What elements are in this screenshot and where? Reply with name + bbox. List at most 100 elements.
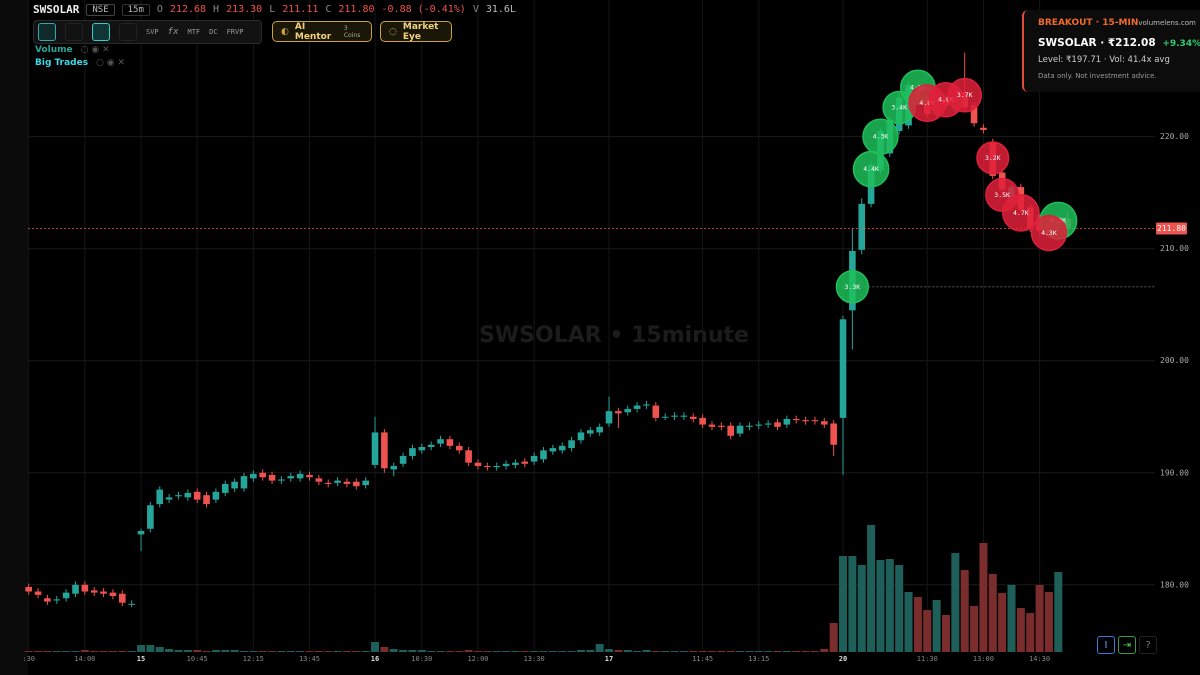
x-tick-label: 15 — [137, 655, 145, 663]
big-trade-bubble — [1002, 194, 1040, 232]
tool[interactable]: FRVP — [226, 28, 244, 36]
x-tick-label: 14:30 — [1029, 655, 1050, 663]
candle-body — [362, 480, 369, 486]
candle-body — [465, 450, 472, 463]
icon: ◌ — [389, 26, 397, 37]
candle-body — [830, 423, 837, 445]
volume-bar — [1026, 613, 1035, 652]
y-tick-label: 180.00 — [1160, 580, 1189, 589]
candle-body — [100, 591, 107, 594]
x-tick-label: 13:15 — [748, 655, 769, 663]
ohlc-key: H — [213, 4, 220, 15]
tool[interactable]: fx — [167, 27, 179, 37]
candle-body — [156, 489, 164, 505]
candle-body — [736, 425, 744, 434]
candle-body — [371, 432, 379, 465]
volume-bar — [558, 651, 567, 652]
volume-bar — [174, 650, 183, 652]
candle-body — [137, 531, 145, 535]
tool-icon[interactable] — [119, 23, 137, 41]
x-tick-label: 20 — [839, 655, 847, 663]
cursor-button[interactable]: I — [1097, 636, 1115, 654]
candle-body — [577, 432, 585, 441]
candle-body — [109, 592, 117, 596]
tool[interactable]: DC — [209, 28, 218, 36]
volume-bar — [296, 651, 305, 652]
candle-body — [306, 474, 313, 478]
volume-bar — [726, 651, 735, 652]
indicator: Big Trades — [35, 58, 89, 68]
volume-bar — [352, 651, 361, 652]
alert-tag-row: BREAKOUT · 15-MINvolumelens.com — [1038, 18, 1200, 28]
volume-bar — [277, 651, 286, 652]
volume-bar — [567, 651, 576, 652]
volume-bar — [427, 651, 436, 652]
volume-bar — [455, 651, 464, 652]
volume-bar — [707, 651, 716, 652]
x-tick-label: 17 — [605, 655, 613, 663]
candle-body — [755, 424, 763, 426]
tool-icon[interactable] — [65, 23, 83, 41]
volume-bar — [146, 645, 155, 652]
indicator-legend[interactable]: Big Trades ○ ◉ ✕ — [35, 58, 125, 68]
candle-body — [353, 481, 360, 487]
tool-icon[interactable] — [92, 23, 110, 41]
candle-body — [381, 432, 388, 469]
market-eye-button[interactable]: ◌ Market Eye — [380, 21, 452, 42]
big-trade-bubble — [1030, 214, 1068, 252]
volume-bar — [530, 651, 539, 652]
volume-bar — [502, 651, 511, 652]
volume-bar — [764, 651, 773, 652]
interval[interactable]: 15m — [121, 3, 150, 16]
candle-body — [671, 415, 678, 417]
indicator-legend[interactable]: Volume ○ ◉ ✕ — [35, 45, 110, 55]
volume-bar — [651, 651, 660, 652]
volume-bar — [305, 651, 314, 652]
candle-body — [418, 446, 426, 451]
candle-body — [128, 603, 135, 605]
candle-body — [25, 587, 32, 592]
volume-bar — [371, 642, 380, 652]
indicator-controls: ○ ◉ ✕ — [96, 58, 126, 68]
volume-bar — [605, 649, 614, 652]
candle-body — [727, 425, 734, 436]
ai-mentor-button[interactable]: ◐ AI Mentor 3 Coins — [272, 21, 372, 42]
candle-body — [530, 455, 538, 462]
volume-bar — [867, 525, 876, 652]
help-button[interactable]: ? — [1139, 636, 1157, 654]
x-tick-label: 13:30 — [524, 655, 545, 663]
volume-bar — [820, 649, 829, 652]
big-trade-label: 3.2K — [985, 154, 1001, 162]
candle-body — [493, 466, 500, 468]
last-price-label: 211.80 — [1157, 224, 1186, 233]
volume-bar — [165, 649, 174, 652]
alert-disclaimer: Data only. Not investment advice. — [1038, 72, 1157, 80]
big-trade-bubble — [835, 270, 870, 304]
volume-bar — [633, 651, 642, 652]
candle-body — [970, 105, 978, 124]
volume-bar — [848, 556, 857, 652]
volume-bar — [1054, 572, 1063, 652]
volume-bar — [342, 651, 351, 652]
symbol: SWSOLAR — [33, 3, 80, 16]
volume-bar — [586, 650, 595, 652]
volume-bar — [239, 651, 248, 652]
watermark: SWSOLAR • 15minute — [479, 323, 749, 348]
x-tick-label: 10:30 — [411, 655, 432, 663]
candle-body — [643, 404, 650, 406]
tool-icon[interactable] — [38, 23, 56, 41]
candle-body — [680, 415, 688, 417]
tool[interactable]: MTF — [187, 28, 201, 36]
candle-body — [839, 319, 847, 418]
candle-body — [980, 127, 987, 130]
coins: 3 Coins — [343, 24, 361, 39]
volume-bar — [324, 651, 333, 652]
volume-bar — [43, 651, 52, 652]
volume-bar — [801, 651, 810, 652]
volume-bar — [717, 651, 726, 652]
candle-body — [62, 592, 70, 599]
scroll-button[interactable]: ⇥ — [1118, 636, 1136, 654]
tool[interactable]: SVP — [146, 28, 159, 36]
volume-bar — [80, 650, 89, 652]
